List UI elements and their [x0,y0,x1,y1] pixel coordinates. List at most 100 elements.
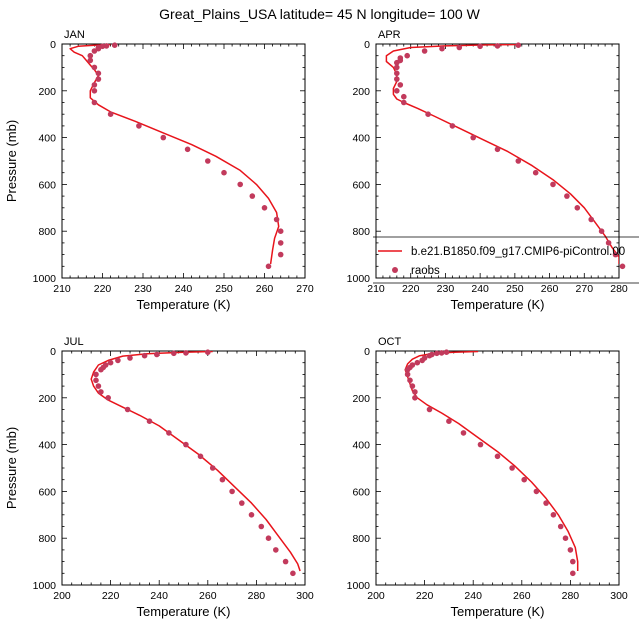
raobs-point [404,371,411,378]
panel-jan: JAN 210 220 230 240 250 260 270 0 200 400 600 800 100… [4,29,314,312]
legend-obs-swatch [392,267,398,273]
x-tick-label: 250 [506,283,524,295]
panel-label: OCT [378,336,402,348]
raobs-point [494,453,501,460]
raobs-point [95,383,102,389]
raobs-point [394,76,400,82]
x-tick-label: 200 [53,590,71,602]
x-tick-label: 240 [464,590,482,602]
raobs-point [258,523,265,530]
x-tick-label: 280 [610,283,628,295]
x-tick-label: 280 [562,590,580,602]
x-tick-label: 220 [94,283,112,295]
raobs-point [562,535,569,541]
raobs-point [409,383,416,389]
raobs-point [564,193,570,199]
plot-frame [375,43,620,279]
raobs-point [183,350,189,356]
x-tick-label: 230 [134,283,152,295]
panel-label: JUL [64,336,84,348]
x-tick-label: 300 [296,590,314,602]
raobs-point [183,441,189,448]
raobs-point [434,350,440,357]
raobs-point [515,158,522,164]
raobs-point [249,193,256,199]
panels: JAN 210 220 230 240 250 260 270 0 200 400 600 800 100… [4,29,628,619]
raobs-point [93,371,99,378]
raobs-point [107,359,114,366]
raobs-point [619,263,626,270]
raobs-point [282,558,289,565]
legend: b.e21.B1850.f09_g17.CMIP6-piControl.00 r… [373,236,639,284]
raobs-point [87,52,94,59]
raobs-point [184,146,191,153]
raobs-point [407,377,413,384]
raobs-point [426,352,433,359]
raobs-point [460,430,467,436]
y-tick-label: 400 [38,133,56,145]
raobs-point [439,45,445,52]
y-tick-label: 200 [352,86,370,98]
raobs-point [605,240,612,246]
x-tick-label: 220 [102,590,120,602]
raobs-point [412,389,418,395]
y-tick-label: 200 [352,393,370,405]
raobs-point [509,465,515,471]
raobs-point [290,570,296,577]
y-tick-label: 0 [364,39,370,51]
x-tick-label: 240 [175,283,193,295]
raobs-point [98,389,104,395]
chart-title: Great_Plains_USA latitude= 45 N longitud… [159,6,480,22]
raobs-point [221,169,227,176]
y-tick-label: 0 [364,346,370,358]
raobs-point [277,251,284,258]
panel-jul: JUL 200 220 240 260 280 300 0 200 400 600 800 1000 Te… [4,336,314,619]
raobs-point [229,488,235,495]
raobs-point [111,42,118,48]
y-tick-label: 200 [38,86,56,98]
y-tick-label: 200 [38,393,56,405]
y-tick-label: 0 [50,39,56,51]
raobs-point [171,350,177,357]
x-axis-label: Temperature (K) [451,604,545,619]
panel-apr: APR 210 220 230 240 250 260 270 280 0 200 400 600 800… [347,29,628,312]
panel-label: APR [378,29,401,41]
x-tick-label: 260 [513,590,531,602]
raobs-point [567,547,574,553]
raobs-point [477,43,483,50]
raobs-point [421,48,428,54]
raobs-point [494,146,501,153]
raobs-point [588,216,594,223]
raobs-point [239,500,245,506]
raobs-point [401,93,407,100]
raobs-point [265,535,272,541]
raobs-point [265,263,272,270]
x-tick-label: 220 [416,590,434,602]
raobs-point [205,349,211,356]
x-axis-label: Temperature (K) [451,297,545,312]
raobs-point [91,48,98,54]
raobs-point [98,366,104,373]
raobs-point [141,352,148,359]
model-series-line [90,351,301,572]
y-tick-label: 600 [352,179,370,191]
raobs-point [521,476,527,483]
x-tick-label: 270 [296,283,314,295]
x-tick-label: 240 [150,590,168,602]
y-tick-label: 1000 [347,580,371,592]
raobs-point [136,123,142,129]
x-tick-label: 210 [53,283,71,295]
raobs-point [446,418,452,425]
y-axis-label: Pressure (mb) [4,120,19,202]
raobs-point [550,512,557,518]
raobs-point [426,406,433,413]
raobs-point [124,406,131,413]
raobs-point [394,64,400,71]
x-tick-label: 210 [367,283,385,295]
raobs-point [197,453,204,460]
raobs-point [401,99,407,106]
raobs-point [412,395,418,401]
raobs-point [105,395,111,401]
raobs-point [237,181,243,188]
raobs-point [438,350,445,356]
